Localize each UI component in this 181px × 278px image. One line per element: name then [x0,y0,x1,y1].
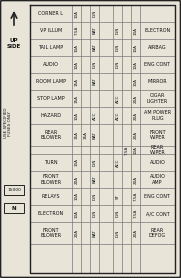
Text: BAT: BAT [92,44,96,51]
Text: 7.5A: 7.5A [134,209,138,218]
Text: ST: ST [115,194,119,199]
Text: 10A: 10A [134,78,138,86]
Text: AUDIO
AMP: AUDIO AMP [150,174,165,185]
Text: 20A: 20A [134,131,138,139]
Text: 10A: 10A [75,111,79,120]
Text: BAT: BAT [92,27,96,34]
Text: 10A: 10A [75,43,79,51]
FancyBboxPatch shape [4,203,24,213]
Text: CIGAR
LIGHTER: CIGAR LIGHTER [147,93,168,104]
Text: ROOM LAMP: ROOM LAMP [36,79,66,84]
Text: ENG CONT: ENG CONT [144,194,171,199]
Text: 10A: 10A [134,146,138,154]
Text: 15A: 15A [75,131,79,139]
Text: 20A: 20A [134,229,138,237]
Text: STOP LAMP: STOP LAMP [37,96,65,101]
Text: 15000: 15000 [7,188,21,192]
Text: ACC: ACC [115,158,119,167]
Text: IGN: IGN [92,193,96,200]
Text: IGN: IGN [115,44,119,51]
Text: 10A: 10A [75,158,79,167]
Text: IGN: IGN [115,61,119,68]
Text: UP
SIDE: UP SIDE [7,38,21,49]
Text: AIRBAG: AIRBAG [148,45,167,50]
Text: TAIL LAMP: TAIL LAMP [38,45,64,50]
Text: FRONT
WIPER: FRONT WIPER [149,130,166,140]
Text: A/C CONT: A/C CONT [146,211,169,216]
Text: AM POWER
PLUG: AM POWER PLUG [144,110,171,121]
Text: IGN: IGN [115,229,119,237]
Text: 7.5A: 7.5A [125,145,129,155]
Text: USE SPECIFIED
FUSES ONLY: USE SPECIFIED FUSES ONLY [4,108,12,138]
Text: BAT: BAT [92,131,96,139]
FancyBboxPatch shape [4,185,24,195]
Text: 10A: 10A [134,43,138,51]
Text: AUDIO: AUDIO [43,62,59,67]
Text: FRONT
BLOWER: FRONT BLOWER [40,174,62,185]
Text: 7.5A: 7.5A [75,26,79,35]
Text: IGN: IGN [92,159,96,166]
Text: ENG CONT: ENG CONT [144,62,171,67]
Text: 10A: 10A [75,210,79,217]
Text: IGN: IGN [115,210,119,217]
Text: 10A: 10A [134,26,138,34]
Text: 7.5A: 7.5A [134,192,138,201]
Text: FRONT
BLOWER: FRONT BLOWER [40,228,62,239]
Text: 15A: 15A [83,131,87,139]
Text: N: N [12,205,16,210]
Text: 10A: 10A [75,61,79,68]
Text: IGN: IGN [92,61,96,68]
Text: BAT: BAT [92,78,96,85]
Text: TURN: TURN [44,160,58,165]
Text: 20A: 20A [134,95,138,103]
Text: CORNER L: CORNER L [39,11,64,16]
Text: HAZARD: HAZARD [41,113,62,118]
Text: 20A: 20A [134,111,138,120]
Text: ACC: ACC [115,111,119,120]
Text: 15A: 15A [75,78,79,86]
Text: ELECTRON: ELECTRON [144,28,171,33]
Text: 10A: 10A [75,192,79,200]
Text: MIRROR: MIRROR [148,79,167,84]
Text: 20A: 20A [75,229,79,237]
Text: 10A: 10A [134,61,138,68]
Text: BAT: BAT [92,229,96,237]
Text: REAR
DEFOG: REAR DEFOG [149,228,166,239]
Text: IGN: IGN [92,10,96,17]
Text: VP ILLUM: VP ILLUM [40,28,62,33]
Text: AUDIO: AUDIO [150,160,165,165]
Text: ACC: ACC [115,94,119,103]
Text: 15A: 15A [75,95,79,103]
Text: IGN: IGN [115,27,119,34]
Text: ACC: ACC [92,111,96,120]
Text: 10A: 10A [75,9,79,18]
Text: 20A: 20A [134,175,138,183]
Text: 20A: 20A [75,175,79,183]
Text: IGN: IGN [92,210,96,217]
Text: REAR
WIPER: REAR WIPER [150,145,165,155]
Text: BAT: BAT [92,176,96,183]
Text: REAR
BLOWER: REAR BLOWER [40,130,62,140]
Text: RELAYS: RELAYS [42,194,60,199]
Text: ELECTRON: ELECTRON [38,211,64,216]
